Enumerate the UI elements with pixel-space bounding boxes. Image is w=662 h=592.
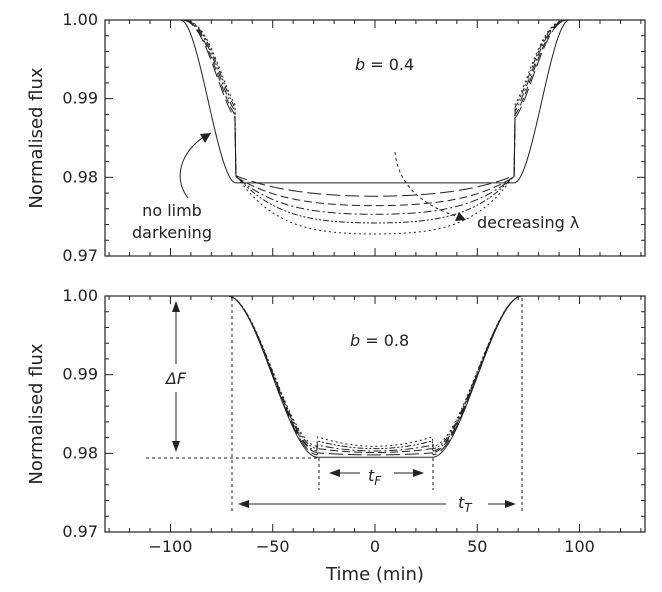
delta-f-arrowhead-down: [172, 441, 180, 452]
y-tick-label: 1.00: [62, 286, 98, 305]
y-tick-label: 1.00: [62, 10, 98, 29]
no-limb-arrowhead: [200, 133, 211, 143]
top-y-axis-label: Normalised flux: [26, 67, 47, 208]
t-f-label: tF: [368, 466, 382, 488]
light-curve-dash-dot: [105, 295, 645, 452]
light-curve-solid: [105, 19, 645, 184]
t-t-arrowhead-right: [505, 500, 516, 508]
decreasing-arrowhead: [455, 212, 466, 221]
light-curve-dash-dot: [105, 19, 645, 215]
bottom-ticks: [105, 295, 645, 533]
y-tick-label: 0.98: [62, 443, 98, 462]
x-tick-label: 100: [564, 537, 595, 556]
t-f-arrowhead-left: [329, 469, 340, 477]
light-curve-long-dash: [105, 19, 645, 197]
top-ticks: [105, 19, 645, 257]
no-limb-label-2: darkening: [132, 223, 212, 242]
bottom-y-tick-labels: 0.97 0.98 0.99 1.00: [62, 286, 98, 541]
bottom-impact-label: b = 0.8: [350, 331, 409, 350]
bottom-panel: 0.97 0.98 0.99 1.00 −100 −50 0 50 100 Normalise…: [26, 286, 646, 585]
bottom-y-axis-label: Normalised flux: [26, 343, 47, 484]
no-limb-arrow: [179, 132, 212, 199]
x-tick-label: −100: [148, 537, 192, 556]
delta-f-arrowhead-up: [172, 301, 180, 312]
top-panel: 0.97 0.98 0.99 1.00 Normalised flux b = 0.4…: [26, 10, 646, 265]
top-impact-label: b = 0.4: [355, 55, 414, 74]
light-curve-dotted: [105, 295, 645, 447]
bottom-x-tick-labels: −100 −50 0 50 100: [148, 537, 594, 556]
y-tick-label: 0.97: [62, 522, 98, 541]
t-t-arrowhead-left: [238, 500, 249, 508]
x-tick-label: 50: [467, 537, 487, 556]
no-limb-label-1: no limb: [142, 201, 202, 220]
light-curve-dash-dot-dot: [105, 19, 645, 224]
top-curves: [105, 19, 645, 235]
decreasing-arrow: [394, 151, 463, 219]
y-tick-label: 0.99: [62, 89, 98, 108]
light-curve-dotted: [105, 19, 645, 235]
t-t-label: tT: [458, 493, 473, 515]
y-tick-label: 0.97: [62, 246, 98, 265]
light-curve-dash: [105, 19, 645, 207]
decreasing-lambda-label: decreasing λ: [477, 213, 579, 232]
x-tick-label: −50: [256, 537, 290, 556]
top-y-tick-labels: 0.97 0.98 0.99 1.00: [62, 10, 98, 265]
x-axis-label: Time (min): [325, 564, 424, 585]
x-tick-label: 0: [370, 537, 380, 556]
y-tick-label: 0.99: [62, 365, 98, 384]
y-tick-label: 0.98: [62, 167, 98, 186]
t-f-arrowhead-right: [413, 469, 424, 477]
bottom-curves: [105, 295, 645, 458]
delta-f-label: ΔF: [164, 369, 187, 388]
